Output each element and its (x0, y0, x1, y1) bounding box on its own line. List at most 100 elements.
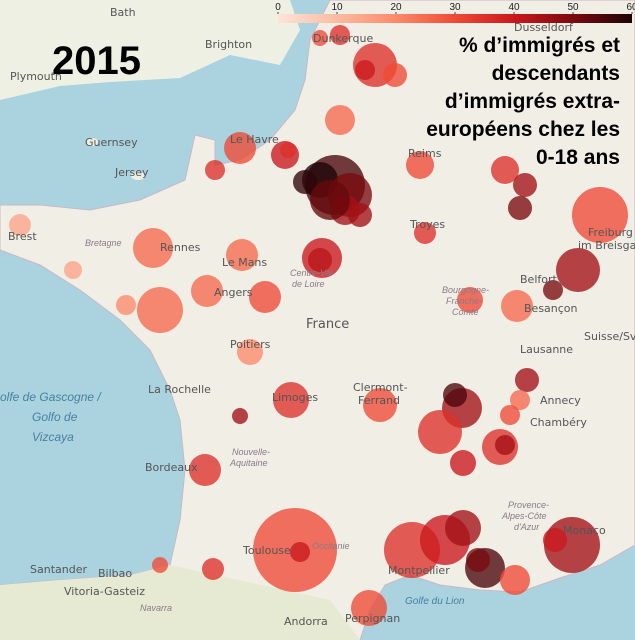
legend: 0 10 20 30 40 50 60 % d’immigrés et descendants d… (275, 2, 635, 169)
place-label: Monaco (563, 524, 606, 537)
region-label: Occitanie (312, 541, 350, 551)
bubble (418, 410, 462, 454)
bubble (202, 558, 224, 580)
place-label: Le Mans (222, 256, 267, 269)
england (0, 0, 300, 100)
colorbar-tick-label: 10 (331, 2, 343, 13)
place-label: im Breisgau (578, 239, 635, 252)
bubble (445, 510, 481, 546)
place-label: Clermont- (353, 381, 408, 394)
bubble (495, 435, 515, 455)
bubble (9, 214, 31, 236)
region-label: Franche- (446, 296, 482, 306)
bubble (443, 383, 467, 407)
sea-label: Golfo de (32, 410, 78, 424)
place-label: Jersey (114, 166, 149, 179)
place-label: Belfort (520, 273, 557, 286)
place-label: Reims (408, 147, 442, 160)
legend-title: % d’immigrés et (459, 34, 620, 57)
region-label: Aquitaine (229, 458, 268, 468)
bubble (302, 238, 342, 278)
bubble (500, 565, 530, 595)
place-label: Angers (214, 286, 253, 299)
bubble (363, 388, 397, 422)
colorbar-tick-label: 30 (449, 2, 461, 13)
bubble-layer (9, 25, 628, 626)
place-label: Plymouth (10, 70, 62, 83)
colorbar-tick-label: 40 (508, 2, 520, 13)
bubble (64, 261, 82, 279)
sea-label: Vizcaya (32, 430, 74, 444)
bubble (348, 203, 372, 227)
bubble (290, 542, 310, 562)
year-title: 2015 (52, 39, 141, 83)
colorbar-tick-label: 20 (390, 2, 402, 13)
spain (0, 565, 360, 640)
bubble (355, 60, 375, 80)
bubble (406, 151, 434, 179)
legend-title: descendants (492, 62, 620, 85)
bubble (383, 63, 407, 87)
legend-title: européens chez les (426, 118, 620, 141)
region-label: Bretagne (85, 238, 122, 248)
place-label: La Rochelle (148, 383, 211, 396)
place-label: Suisse/Sv (584, 330, 635, 343)
country-label: France (306, 317, 349, 332)
bubble (325, 105, 355, 135)
place-label: Montpellier (388, 564, 450, 577)
place-label: Chambéry (530, 416, 587, 429)
bubble (572, 187, 628, 243)
region-label: Centre-Val (290, 268, 334, 278)
bubble (273, 382, 309, 418)
place-label: Santander (30, 563, 87, 576)
bubble (457, 287, 483, 313)
place-label: Dunkerque (313, 32, 373, 45)
colorbar-tick-label: 50 (567, 2, 579, 13)
bubble (500, 405, 520, 425)
region-label: Provence- (508, 500, 549, 510)
region-label: Bourgogne- (442, 285, 489, 295)
bubble (508, 196, 532, 220)
bubble (137, 287, 183, 333)
bubble (232, 408, 248, 424)
place-label: Guernsey (85, 136, 138, 149)
legend-title: d’immigrés extra- (445, 90, 620, 113)
bubble (515, 368, 539, 392)
bubble (513, 173, 537, 197)
region-label: Nouvelle- (232, 447, 270, 457)
place-label: Poitiers (230, 338, 271, 351)
bubble (543, 280, 563, 300)
bubble (249, 281, 281, 313)
colorbar (278, 14, 632, 23)
map-labels: Bath Plymouth Brighton Guernsey Jersey B… (0, 6, 635, 628)
bubble (293, 170, 317, 194)
bubble (330, 25, 350, 45)
bubble (501, 290, 533, 322)
place-label: Perpignan (345, 612, 400, 625)
bubble (543, 528, 567, 552)
island (131, 172, 145, 180)
bubble (491, 156, 519, 184)
region-label: Navarra (140, 603, 172, 613)
place-label: Freiburg (588, 226, 633, 239)
place-label: Dusseldorf (514, 21, 574, 34)
bubble (280, 142, 296, 158)
bubble (237, 339, 263, 365)
place-label: Andorra (284, 615, 328, 628)
bubble (510, 390, 530, 410)
place-label: Bilbao (98, 567, 132, 580)
bubble (191, 275, 223, 307)
bubble (133, 228, 173, 268)
bubble (414, 222, 436, 244)
place-label: Vitoria-Gasteiz (64, 585, 145, 598)
bubble (226, 239, 258, 271)
colorbar-tick-label: 60 (626, 2, 635, 13)
bubble (310, 180, 350, 220)
place-label: Brest (8, 230, 37, 243)
sea-label: Golfe du Lion (405, 596, 465, 607)
region-label: d'Azur (514, 522, 540, 532)
legend-title: 0-18 ans (536, 146, 620, 169)
bubble (312, 30, 328, 46)
bubble (205, 160, 225, 180)
